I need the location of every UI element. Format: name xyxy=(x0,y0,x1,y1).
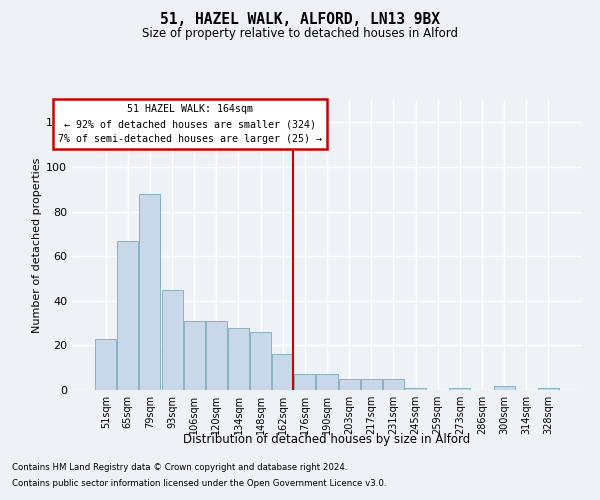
Bar xyxy=(338,379,359,390)
Bar xyxy=(361,379,382,390)
Text: Contains HM Land Registry data © Crown copyright and database right 2024.: Contains HM Land Registry data © Crown c… xyxy=(12,464,347,472)
Bar xyxy=(139,194,160,390)
Bar xyxy=(494,386,515,390)
Bar xyxy=(449,388,470,390)
Bar xyxy=(250,332,271,390)
Bar xyxy=(95,338,116,390)
Bar xyxy=(405,388,426,390)
Y-axis label: Number of detached properties: Number of detached properties xyxy=(32,158,42,332)
Bar xyxy=(538,388,559,390)
Bar xyxy=(161,290,182,390)
Text: 51 HAZEL WALK: 164sqm
← 92% of detached houses are smaller (324)
7% of semi-deta: 51 HAZEL WALK: 164sqm ← 92% of detached … xyxy=(58,104,322,144)
Bar xyxy=(118,240,139,390)
Text: Distribution of detached houses by size in Alford: Distribution of detached houses by size … xyxy=(184,432,470,446)
Bar xyxy=(383,379,404,390)
Bar xyxy=(272,354,293,390)
Bar xyxy=(206,321,227,390)
Text: Size of property relative to detached houses in Alford: Size of property relative to detached ho… xyxy=(142,28,458,40)
Text: Contains public sector information licensed under the Open Government Licence v3: Contains public sector information licen… xyxy=(12,478,386,488)
Bar xyxy=(228,328,249,390)
Text: 51, HAZEL WALK, ALFORD, LN13 9BX: 51, HAZEL WALK, ALFORD, LN13 9BX xyxy=(160,12,440,28)
Bar xyxy=(184,321,205,390)
Bar xyxy=(316,374,338,390)
Bar xyxy=(295,374,316,390)
